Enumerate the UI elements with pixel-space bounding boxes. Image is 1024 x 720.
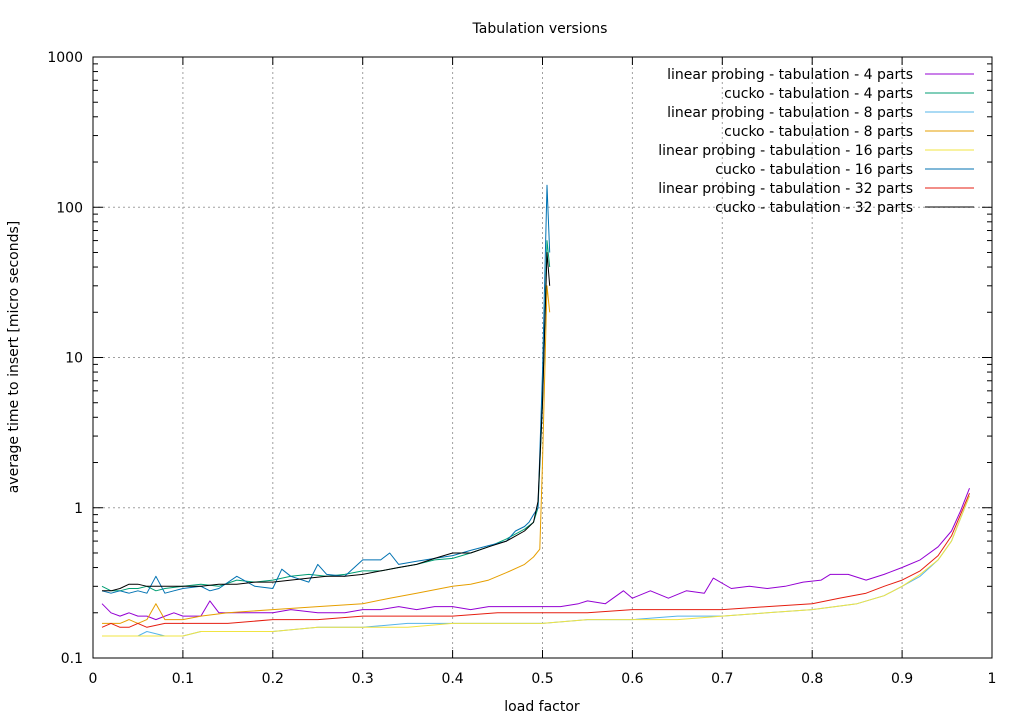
legend-label: linear probing - tabulation - 16 parts [658,143,913,159]
x-tick-label: 0 [89,671,98,687]
legend-label: cucko - tabulation - 16 parts [715,162,913,178]
ticks [92,56,993,659]
series-line-1 [101,488,970,621]
x-tick-label: 0.2 [262,671,284,687]
series-line-3 [102,495,970,637]
series-line-7 [101,493,970,628]
legend-item: cucko - tabulation - 16 parts [715,162,974,178]
y-tick-label: 1 [74,501,83,517]
x-tick-label: 0.5 [531,671,553,687]
series-line-5 [102,495,970,637]
legend-item: cucko - tabulation - 32 parts [715,200,974,216]
chart-title: Tabulation versions [472,21,608,37]
legend-label: linear probing - tabulation - 32 parts [658,181,913,197]
x-tick-labels: 0 0.1 0.2 0.3 0.4 0.5 0.6 0.7 0.8 0.9 1 [89,671,997,687]
legend: linear probing - tabulation - 4 parts cuc… [658,67,974,216]
series-line-6 [101,184,551,594]
y-tick-label: 0.1 [61,651,83,667]
series-lines [101,184,970,637]
legend-item: linear probing - tabulation - 8 parts [667,105,974,121]
y-tick-label: 10 [65,351,83,367]
y-axis-label: average time to insert [micro seconds] [6,221,22,494]
x-tick-label: 1 [988,671,997,687]
x-tick-label: 0.4 [441,671,463,687]
legend-item: linear probing - tabulation - 16 parts [658,143,974,159]
x-tick-label: 0.3 [352,671,374,687]
series-line-2 [101,240,551,592]
x-tick-label: 0.1 [172,671,194,687]
legend-label: linear probing - tabulation - 4 parts [667,67,913,83]
x-tick-label: 0.6 [621,671,643,687]
x-axis-label: load factor [504,699,580,715]
y-tick-label: 100 [56,200,83,216]
x-tick-label: 0.8 [801,671,823,687]
legend-item: linear probing - tabulation - 32 parts [658,181,974,197]
legend-label: cucko - tabulation - 8 parts [724,124,913,140]
y-tick-labels: 0.1 1 10 100 1000 [47,50,83,667]
legend-item: cucko - tabulation - 4 parts [724,86,974,102]
legend-item: cucko - tabulation - 8 parts [724,124,974,140]
y-tick-label: 1000 [47,50,83,66]
series-line-8 [102,252,551,592]
x-tick-label: 0.9 [891,671,913,687]
legend-label: cucko - tabulation - 32 parts [715,200,913,216]
series-line-4 [102,285,551,624]
x-tick-label: 0.7 [711,671,733,687]
legend-item: linear probing - tabulation - 4 parts [667,67,974,83]
legend-label: linear probing - tabulation - 8 parts [667,105,913,121]
legend-label: cucko - tabulation - 4 parts [724,86,913,102]
